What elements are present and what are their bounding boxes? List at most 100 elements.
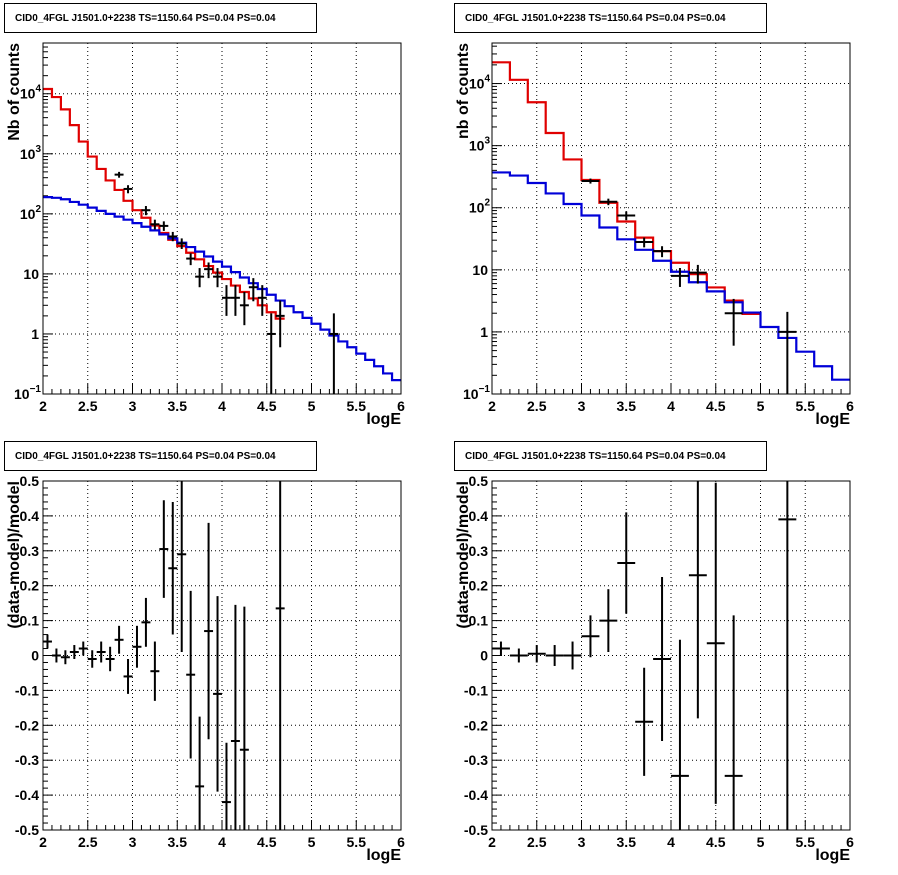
x-tick-label: 2 <box>39 398 47 414</box>
chart-panel: 2 2.5 3 3.5 4 4.5 5 5.5 6 10−1 1 10 102 103 104 logE Nb … <box>6 42 405 428</box>
series-histogram <box>492 61 761 316</box>
chart-title: CID0_4FGL J1501.0+2238 TS=1150.64 PS=0.0… <box>454 3 767 33</box>
x-tick-label: 3 <box>129 398 137 414</box>
grid <box>43 43 401 394</box>
x-tick-label: 3.5 <box>617 834 637 850</box>
y-tick-label: 104 <box>469 74 491 92</box>
x-tick-label: 6 <box>397 398 405 414</box>
y-tick-label: 103 <box>469 136 491 154</box>
x-tick-label: 5.5 <box>347 834 367 850</box>
x-tick-label: 4.5 <box>706 834 726 850</box>
y-tick-label: 102 <box>469 198 491 216</box>
chart-panel: 2 2.5 3 3.5 4 4.5 5 5.5 6 10−1 1 10 102 103 104 logE nb … <box>455 42 854 428</box>
axis-ticks <box>42 42 402 395</box>
y-tick-label: 0 <box>480 648 488 664</box>
x-tick-label: 4.5 <box>706 398 726 414</box>
chart-panel: 2 2.5 3 3.5 4 4.5 5 5.5 6 0.5 0.4 0.3 0.2 0.1 0 -0.1 -0.… <box>455 473 854 864</box>
x-tick-label: 3 <box>129 834 137 850</box>
x-tick-label: 4 <box>667 834 675 850</box>
y-tick-label: -0.5 <box>15 822 39 838</box>
y-tick-label: -0.2 <box>464 717 488 733</box>
y-tick-label: 103 <box>20 144 42 162</box>
chart-panel: 2 2.5 3 3.5 4 4.5 5 5.5 6 0.5 0.4 0.3 0.2 0.1 0 -0.1 -0.… <box>6 473 405 864</box>
y-tick-label: 10−1 <box>463 384 490 402</box>
x-tick-label: 5 <box>308 834 316 850</box>
x-tick-label: 4 <box>218 834 226 850</box>
y-tick-label: 104 <box>20 84 42 102</box>
x-tick-label: 4 <box>218 398 226 414</box>
x-tick-label: 4.5 <box>257 398 277 414</box>
plot-frame <box>42 480 402 831</box>
x-axis-label: logE <box>815 847 850 864</box>
y-tick-label: 0.1 <box>20 613 40 629</box>
y-axis-label: (data-model)/model <box>455 481 472 629</box>
x-tick-label: 5 <box>308 398 316 414</box>
x-tick-label: 2.5 <box>527 834 547 850</box>
grid <box>492 43 850 394</box>
x-tick-label: 2 <box>39 834 47 850</box>
x-tick-label: 5.5 <box>796 398 816 414</box>
plot-frame <box>491 480 851 831</box>
grid <box>43 481 401 830</box>
x-tick-label: 6 <box>397 834 405 850</box>
plot-frame <box>42 42 402 395</box>
y-tick-label: 0.5 <box>20 473 40 489</box>
x-tick-label: 4.5 <box>257 834 277 850</box>
y-tick-label: -0.1 <box>15 682 39 698</box>
plot-frame <box>491 42 851 395</box>
x-axis-label: logE <box>815 411 850 428</box>
y-tick-label: 1 <box>480 324 488 340</box>
x-tick-label: 2.5 <box>78 398 98 414</box>
y-tick-label: -0.2 <box>15 717 39 733</box>
y-tick-label: 0.3 <box>469 543 489 559</box>
y-tick-label: -0.4 <box>15 787 39 803</box>
chart-title: CID0_4FGL J1501.0+2238 TS=1150.64 PS=0.0… <box>454 441 767 471</box>
y-tick-label: 1 <box>31 326 39 342</box>
x-tick-label: 3 <box>578 398 586 414</box>
x-tick-label: 3.5 <box>168 834 188 850</box>
axis-ticks <box>42 480 402 831</box>
y-tick-label: 0.2 <box>469 578 489 594</box>
x-tick-label: 3.5 <box>617 398 637 414</box>
y-tick-label: 10−1 <box>14 384 41 402</box>
x-tick-label: 6 <box>846 834 854 850</box>
y-tick-label: 0.3 <box>20 543 40 559</box>
y-tick-label: 0.4 <box>20 508 40 524</box>
y-tick-label: 10 <box>472 262 488 278</box>
y-axis-label: Nb of counts <box>6 43 23 141</box>
x-tick-label: 5.5 <box>347 398 367 414</box>
y-tick-label: 0.1 <box>469 613 489 629</box>
y-tick-label: 0.4 <box>469 508 489 524</box>
y-tick-label: 0 <box>31 648 39 664</box>
y-tick-label: -0.3 <box>15 752 39 768</box>
x-axis-label: logE <box>366 847 401 864</box>
series-histogram <box>43 196 401 382</box>
y-tick-label: -0.3 <box>464 752 488 768</box>
chart-title: CID0_4FGL J1501.0+2238 TS=1150.64 PS=0.0… <box>4 441 317 471</box>
y-tick-label: 10 <box>23 266 39 282</box>
y-tick-label: -0.4 <box>464 787 488 803</box>
y-tick-label: 102 <box>20 204 42 222</box>
data-points <box>492 481 797 830</box>
x-tick-label: 2.5 <box>527 398 547 414</box>
y-tick-label: 0.2 <box>20 578 40 594</box>
x-tick-label: 4 <box>667 398 675 414</box>
y-tick-label: -0.5 <box>464 822 488 838</box>
x-axis-label: logE <box>366 411 401 428</box>
x-tick-label: 2.5 <box>78 834 98 850</box>
data-points <box>114 171 339 394</box>
y-tick-label: -0.1 <box>464 682 488 698</box>
x-tick-label: 5.5 <box>796 834 816 850</box>
x-tick-label: 2 <box>488 398 496 414</box>
x-tick-label: 3.5 <box>168 398 188 414</box>
chart-title: CID0_4FGL J1501.0+2238 TS=1150.64 PS=0.0… <box>4 3 317 33</box>
data-points <box>43 481 285 830</box>
x-tick-label: 5 <box>757 834 765 850</box>
x-tick-label: 2 <box>488 834 496 850</box>
x-tick-label: 6 <box>846 398 854 414</box>
x-tick-label: 5 <box>757 398 765 414</box>
series-histogram <box>43 87 285 320</box>
x-tick-label: 3 <box>578 834 586 850</box>
data-points <box>581 178 797 394</box>
